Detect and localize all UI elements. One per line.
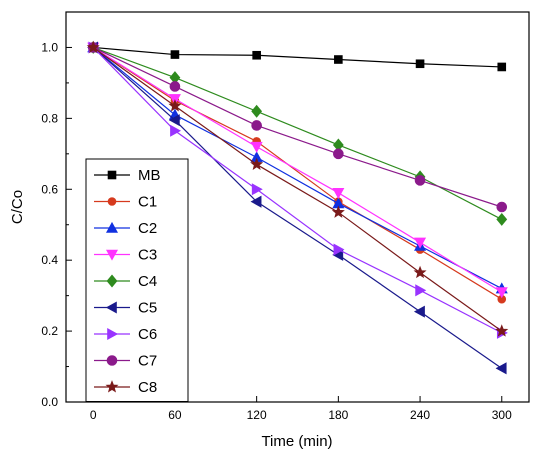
legend-marker-c6 bbox=[107, 327, 119, 341]
legend-entry-c7: C7 bbox=[94, 353, 157, 370]
legend-label-c4: C4 bbox=[138, 273, 157, 290]
data-point-mb bbox=[252, 50, 261, 60]
series-line-c3 bbox=[92, 46, 503, 293]
series-line-c7 bbox=[92, 46, 502, 208]
y-tick-label: 0.2 bbox=[41, 324, 58, 338]
legend-label-c1: C1 bbox=[138, 194, 157, 211]
data-point-mb bbox=[170, 50, 180, 59]
data-point-c5 bbox=[168, 114, 180, 127]
series-c8 bbox=[86, 40, 509, 337]
legend-entry-c6: C6 bbox=[94, 326, 157, 343]
data-point-c8 bbox=[168, 99, 182, 112]
x-tick-label: 60 bbox=[168, 408, 182, 422]
y-tick-label: 0.0 bbox=[41, 395, 58, 409]
legend-label-c5: C5 bbox=[138, 300, 157, 317]
series-line-c5 bbox=[92, 47, 503, 369]
x-tick-label: 240 bbox=[410, 408, 430, 422]
data-point-c6 bbox=[333, 243, 345, 256]
data-point-c3 bbox=[495, 287, 508, 299]
legend-label-c2: C2 bbox=[138, 220, 157, 237]
legend-label-c3: C3 bbox=[138, 247, 157, 264]
legend-marker-c8 bbox=[105, 380, 119, 393]
data-point-c3 bbox=[414, 237, 427, 249]
series-line-c6 bbox=[92, 47, 503, 334]
data-point-c5 bbox=[250, 195, 262, 208]
legend-label-c8: C8 bbox=[138, 379, 157, 396]
legend-label-c7: C7 bbox=[138, 353, 157, 370]
y-tick-label: 1.0 bbox=[41, 40, 58, 54]
series-c7 bbox=[87, 42, 508, 213]
x-tick-label: 300 bbox=[492, 408, 512, 422]
data-point-c6 bbox=[415, 284, 427, 297]
legend-box bbox=[85, 158, 189, 402]
series-line-c8 bbox=[92, 46, 503, 332]
data-point-c5 bbox=[413, 305, 425, 318]
series-line-c2 bbox=[92, 46, 503, 290]
series-c6 bbox=[88, 41, 508, 339]
y-tick-label: 0.4 bbox=[41, 253, 58, 267]
axis-ticks: 0 60 120 180 240 300 0.0 0.2 0.4 0.6 0.8 1.0 bbox=[41, 11, 512, 422]
legend-label-mb: MB bbox=[138, 167, 161, 184]
data-point-mb bbox=[415, 59, 425, 69]
data-point-c8 bbox=[250, 157, 264, 170]
legend-entry-c4: C4 bbox=[94, 273, 157, 290]
legend-label-c6: C6 bbox=[138, 326, 157, 343]
legend-entry-mb: MB bbox=[94, 167, 161, 184]
data-point-c8 bbox=[86, 40, 100, 53]
data-point-c8 bbox=[495, 324, 509, 337]
data-point-c7 bbox=[169, 81, 181, 92]
legend-marker-c5 bbox=[105, 301, 117, 314]
legend-entry-c3: C3 bbox=[94, 247, 157, 264]
legend-marker-mb bbox=[107, 170, 117, 180]
legend-entry-c8: C8 bbox=[94, 379, 157, 396]
data-point-c6 bbox=[251, 183, 263, 196]
data-point-c3 bbox=[250, 141, 263, 153]
data-point-mb bbox=[497, 62, 507, 72]
data-point-mb bbox=[334, 55, 343, 64]
y-tick-label: 0.6 bbox=[41, 182, 58, 196]
series-line-c1 bbox=[92, 46, 503, 300]
series-line-c4 bbox=[93, 46, 503, 220]
legend-marker-c4 bbox=[106, 274, 118, 288]
x-tick-label: 180 bbox=[328, 408, 348, 422]
y-tick-label: 0.8 bbox=[41, 111, 58, 125]
x-tick-label: 120 bbox=[247, 408, 267, 422]
data-point-c4 bbox=[496, 212, 508, 226]
data-point-c7 bbox=[496, 201, 508, 213]
data-point-c4 bbox=[251, 104, 263, 118]
x-axis-title: Time (min) bbox=[261, 433, 332, 450]
legend: MB C1 C2 C3 C4 C5 C6 C7 C8 bbox=[85, 158, 189, 402]
data-point-c6 bbox=[170, 124, 182, 137]
legend-marker-c2 bbox=[105, 221, 119, 233]
data-point-c7 bbox=[251, 120, 262, 131]
data-point-c5 bbox=[495, 362, 507, 375]
legend-entry-c5: C5 bbox=[94, 300, 157, 317]
series-mb bbox=[88, 43, 507, 72]
data-point-c7 bbox=[414, 175, 426, 186]
data-point-c8 bbox=[413, 265, 427, 279]
legend-marker-c3 bbox=[105, 249, 119, 261]
legend-marker-c1 bbox=[107, 197, 117, 206]
series-line-mb bbox=[93, 46, 502, 68]
series-c4 bbox=[87, 40, 508, 226]
legend-entry-c1: C1 bbox=[94, 194, 157, 211]
x-tick-label: 0 bbox=[90, 408, 97, 422]
data-point-c3 bbox=[332, 188, 345, 199]
y-axis-title: C/Co bbox=[9, 190, 26, 224]
series-layer bbox=[86, 40, 509, 375]
legend-marker-c7 bbox=[106, 355, 118, 366]
data-point-c7 bbox=[333, 148, 344, 160]
data-point-c8 bbox=[331, 205, 345, 218]
legend-entry-c2: C2 bbox=[94, 220, 157, 237]
plot-frame bbox=[65, 11, 530, 403]
